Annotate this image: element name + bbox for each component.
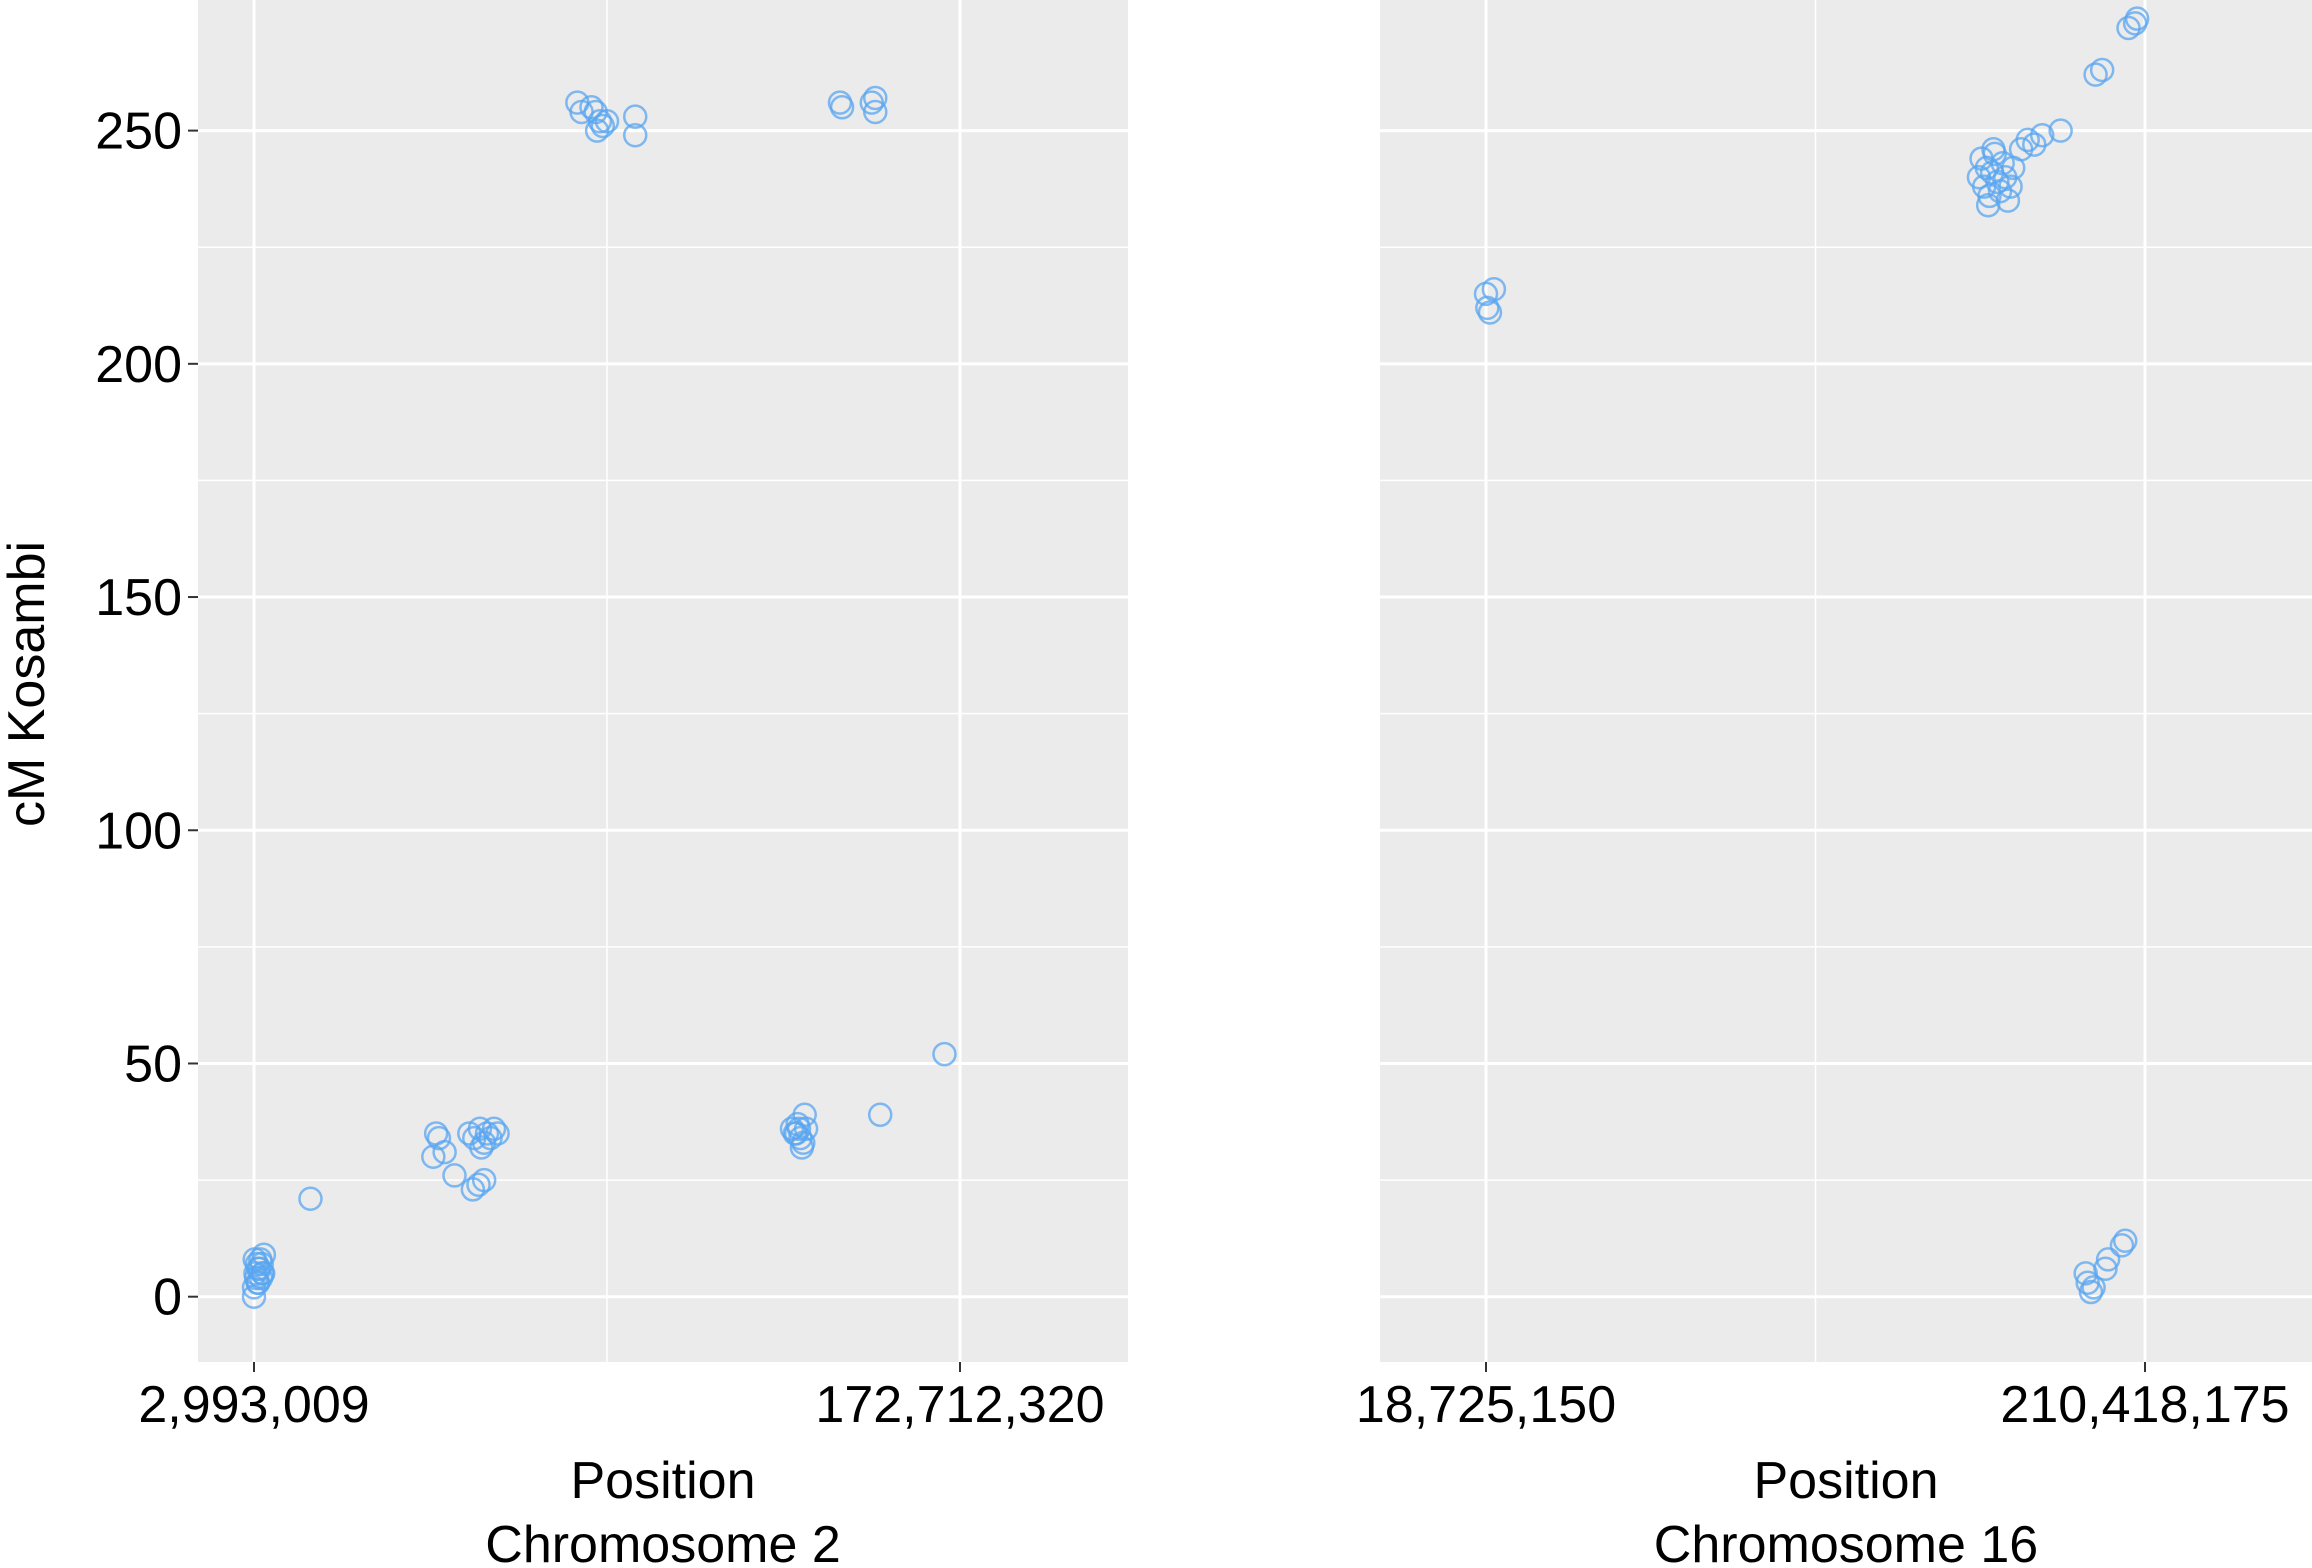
data-point [2089, 57, 2115, 83]
data-point [2112, 1228, 2138, 1253]
data-point [1990, 151, 2015, 176]
y-tick-label: 100 [95, 802, 182, 860]
data-point [298, 1186, 323, 1211]
data-point [2093, 1256, 2118, 1281]
x-axis-subtitle: Chromosome 2 [485, 1516, 840, 1568]
data-point [1998, 174, 2023, 199]
x-tick-label: 2,993,009 [138, 1376, 369, 1434]
data-point [829, 95, 855, 120]
x-tick-label: 18,725,150 [1356, 1376, 1616, 1434]
data-point [793, 1116, 819, 1142]
x-tick-label: 210,418,175 [2000, 1376, 2289, 1434]
data-point [485, 1121, 510, 1146]
data-point [867, 1102, 893, 1128]
panel-background [198, 0, 1128, 1362]
data-point [2109, 1233, 2135, 1258]
data-point [1975, 192, 2001, 218]
data-points [241, 85, 957, 1309]
panel-chromosome-2: 0 50 100 150 200 250 2,993,009 172,712,320 Pos… [95, 0, 1128, 1568]
data-point [2081, 1275, 2106, 1300]
data-point [863, 85, 888, 111]
data-point [579, 95, 604, 120]
grid-lines [198, 0, 1128, 1362]
data-point [2078, 1279, 2104, 1305]
data-point [786, 1116, 812, 1142]
data-point [1481, 276, 1507, 302]
data-point [2015, 127, 2040, 153]
y-tick-label: 150 [95, 569, 182, 627]
data-points [1473, 6, 2150, 1305]
x-tick-labels: 2,993,009 172,712,320 [138, 1362, 1105, 1434]
y-tick-label: 250 [95, 103, 182, 161]
data-point [426, 1125, 452, 1151]
data-point [2029, 123, 2055, 148]
x-tick-label: 172,712,320 [815, 1376, 1104, 1434]
data-point [474, 1121, 500, 1146]
y-tick-label: 200 [95, 336, 182, 394]
data-point [932, 1041, 957, 1067]
data-point [1977, 183, 2002, 209]
y-tick-labels: 0 50 100 150 200 250 [95, 103, 198, 1327]
panel-chromosome-16: 18,725,150 210,418,175 Position Chromosom… [1356, 0, 2312, 1568]
x-tick-labels: 18,725,150 210,418,175 [1356, 1362, 2290, 1434]
data-point [590, 113, 616, 139]
data-point [622, 104, 648, 129]
x-axis-title: Position [1754, 1452, 1939, 1510]
data-point [421, 1144, 446, 1170]
x-axis-title: Position [571, 1452, 756, 1510]
data-point [622, 123, 648, 148]
data-point [789, 1135, 815, 1160]
panel-background [1380, 0, 2312, 1362]
data-point [466, 1172, 491, 1198]
data-point [2083, 62, 2108, 87]
data-point [1981, 137, 2006, 162]
data-point [2095, 1247, 2121, 1272]
y-tick-label: 50 [124, 1035, 182, 1093]
data-point [250, 1261, 276, 1286]
data-point [471, 1167, 497, 1193]
data-point [2048, 118, 2073, 143]
data-point [481, 1116, 507, 1142]
data-point [249, 1251, 275, 1277]
data-point [442, 1163, 467, 1188]
data-point [432, 1139, 457, 1165]
data-point [587, 109, 613, 134]
y-axis-title: cM Kosambi [0, 541, 56, 827]
data-point [584, 118, 610, 143]
data-point [242, 1247, 267, 1272]
data-point [1477, 300, 1503, 325]
grid-lines [1380, 0, 2312, 1362]
data-point [2124, 6, 2150, 31]
data-point [863, 99, 888, 125]
data-point [2116, 15, 2141, 41]
data-point [469, 1135, 494, 1160]
y-tick-label: 0 [153, 1269, 182, 1327]
x-axis-subtitle: Chromosome 16 [1654, 1516, 2038, 1568]
